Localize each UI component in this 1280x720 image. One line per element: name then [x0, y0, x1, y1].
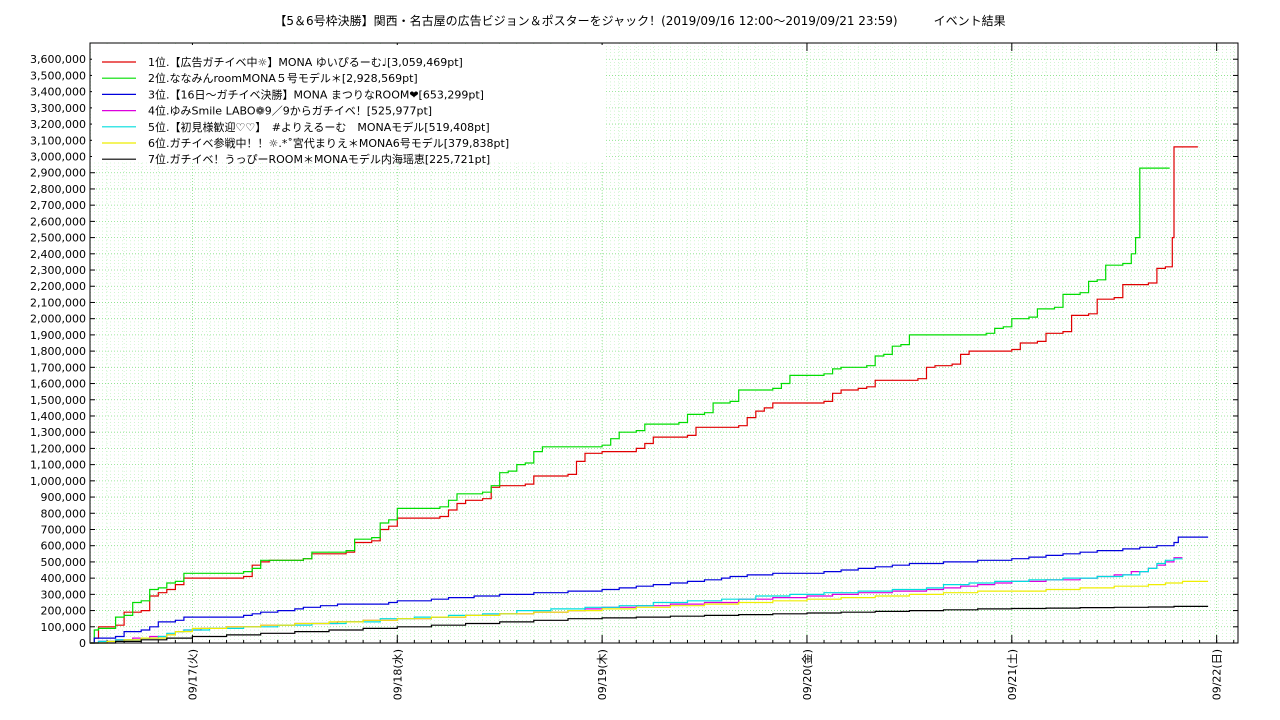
y-tick-label: 700,000 — [41, 523, 87, 536]
legend-label-7: 7位.ガチイベ！うっぴーROOM＊MONAモデル内海瑶恵[225,721pt] — [148, 152, 490, 166]
y-tick-label: 1,300,000 — [30, 426, 86, 439]
y-tick-label: 2,900,000 — [30, 167, 86, 180]
axes: 0 100,000 200,000 300,000 400,000 500,000 600,… — [30, 42, 1239, 700]
x-tick-label: 09/19(木) — [596, 649, 609, 700]
y-tick-label: 800,000 — [41, 507, 87, 520]
y-tick-label: 2,500,000 — [30, 232, 86, 245]
y-tick-label: 1,700,000 — [30, 361, 86, 374]
y-tick-label: 500,000 — [41, 556, 87, 569]
y-tick-label: 2,200,000 — [30, 280, 86, 293]
y-tick-label: 1,100,000 — [30, 459, 86, 472]
y-tick-label: 1,500,000 — [30, 394, 86, 407]
y-tick-label: 300,000 — [41, 588, 87, 601]
y-tick-label: 2,700,000 — [30, 199, 86, 212]
x-tick-label: 09/22(日) — [1211, 649, 1224, 700]
y-tick-label: 3,500,000 — [30, 69, 86, 82]
series-lines — [90, 146, 1209, 644]
legend-label-3: 3位.【16日〜ガチイベ決勝】MONA まつりなROOM❤[653,299pt] — [148, 87, 484, 101]
legend-label-6: 6位.ガチイベ参戦中！！☼.*˚宮代まりえ＊MONA6号モデル[379,838p… — [148, 136, 509, 150]
y-tick-label: 0 — [79, 637, 86, 650]
y-tick-label: 1,000,000 — [30, 475, 86, 488]
plot-frame — [89, 42, 1239, 644]
y-tick-label: 1,200,000 — [30, 442, 86, 455]
y-tick-label: 1,800,000 — [30, 345, 86, 358]
y-tick-label: 2,000,000 — [30, 313, 86, 326]
chart-title: 【5＆6号枠決勝】関西・名古屋の広告ビジョン＆ポスターをジャック！(2019/0… — [274, 14, 1006, 28]
y-tick-label: 3,400,000 — [30, 86, 86, 99]
y-tick-label: 3,200,000 — [30, 118, 86, 131]
x-tick-label: 09/20(金) — [800, 649, 814, 700]
legend: 1位.【広告ガチイベ中☼】MONA ゆいぴるーむ♩[3,059,469pt] 2位… — [92, 45, 604, 166]
y-tick-label: 2,100,000 — [30, 296, 86, 309]
y-tick-label: 2,600,000 — [30, 215, 86, 228]
legend-label-5: 5位.【初見様歓迎♡♡】 #よりえるーむ MONAモデル[519,408pt] — [148, 120, 490, 134]
series-line-6 — [90, 580, 1209, 644]
y-tick-label: 100,000 — [41, 621, 87, 634]
y-tick-label: 3,300,000 — [30, 102, 86, 115]
y-tick-label: 600,000 — [41, 540, 87, 553]
y-tick-label: 1,600,000 — [30, 378, 86, 391]
y-tick-label: 200,000 — [41, 605, 87, 618]
y-tick-label: 2,800,000 — [30, 183, 86, 196]
series-line-2 — [90, 167, 1170, 644]
y-tick-label: 2,300,000 — [30, 264, 86, 277]
y-tick-label: 900,000 — [41, 491, 87, 504]
legend-box — [92, 45, 604, 161]
y-tick-label: 1,900,000 — [30, 329, 86, 342]
legend-label-2: 2位.ななみんroomMONA５号モデル＊[2,928,569pt] — [148, 71, 418, 85]
y-tick-label: 1,400,000 — [30, 410, 86, 423]
y-tick-label: 400,000 — [41, 572, 87, 585]
y-tick-label: 3,000,000 — [30, 151, 86, 164]
series-line-5 — [90, 558, 1183, 644]
series-line-7 — [90, 605, 1209, 644]
series-line-3 — [90, 536, 1209, 644]
y-tick-label: 2,400,000 — [30, 248, 86, 261]
x-tick-label: 09/17(火) — [186, 649, 199, 700]
y-tick-label: 3,600,000 — [30, 53, 86, 66]
legend-label-4: 4位.ゆみSmile LABO❁9／9からガチイベ！[525,977pt] — [148, 104, 432, 118]
x-tick-label: 09/18(水) — [391, 649, 404, 700]
y-tick-label: 3,100,000 — [30, 134, 86, 147]
x-tick-label: 09/21(土) — [1006, 649, 1019, 700]
series-line-1 — [90, 146, 1198, 644]
legend-label-1: 1位.【広告ガチイベ中☼】MONA ゆいぴるーむ♩[3,059,469pt] — [148, 55, 463, 69]
